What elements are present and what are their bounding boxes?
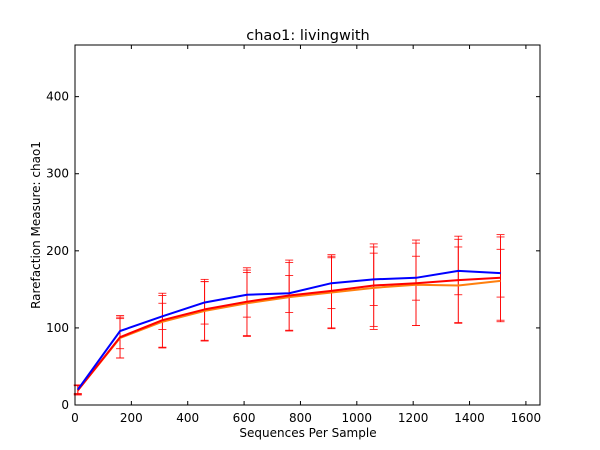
series-line xyxy=(77,269,501,391)
y-tick-label: 400 xyxy=(46,90,69,104)
y-tick-label: 300 xyxy=(46,167,69,181)
y-tick-label: 0 xyxy=(61,398,69,412)
x-axis-label: Sequences Per Sample xyxy=(239,426,376,440)
plot-frame xyxy=(74,44,541,406)
x-tick-label: 200 xyxy=(120,411,143,425)
x-tick-label: 1400 xyxy=(454,411,485,425)
y-tick-label: 100 xyxy=(46,321,69,335)
y-tick-label: 200 xyxy=(46,244,69,258)
y-axis-label: Rarefaction Measure: chao1 xyxy=(29,141,43,309)
series-line xyxy=(77,276,501,391)
axes: 0 200 400 600 800 1000 1200 1400 1600 0 100 200 300 4… xyxy=(46,44,542,425)
x-tick-label: 0 xyxy=(71,411,79,425)
x-tick-label: 400 xyxy=(176,411,199,425)
x-tick-label: 800 xyxy=(289,411,312,425)
chart-title: chao1: livingwith xyxy=(246,28,369,44)
x-tick-label: 600 xyxy=(233,411,256,425)
x-tick-label: 1200 xyxy=(398,411,429,425)
x-tick-label: 1000 xyxy=(342,411,373,425)
x-tick-label: 1600 xyxy=(511,411,542,425)
series-line xyxy=(77,279,501,391)
plot-area xyxy=(73,234,505,396)
